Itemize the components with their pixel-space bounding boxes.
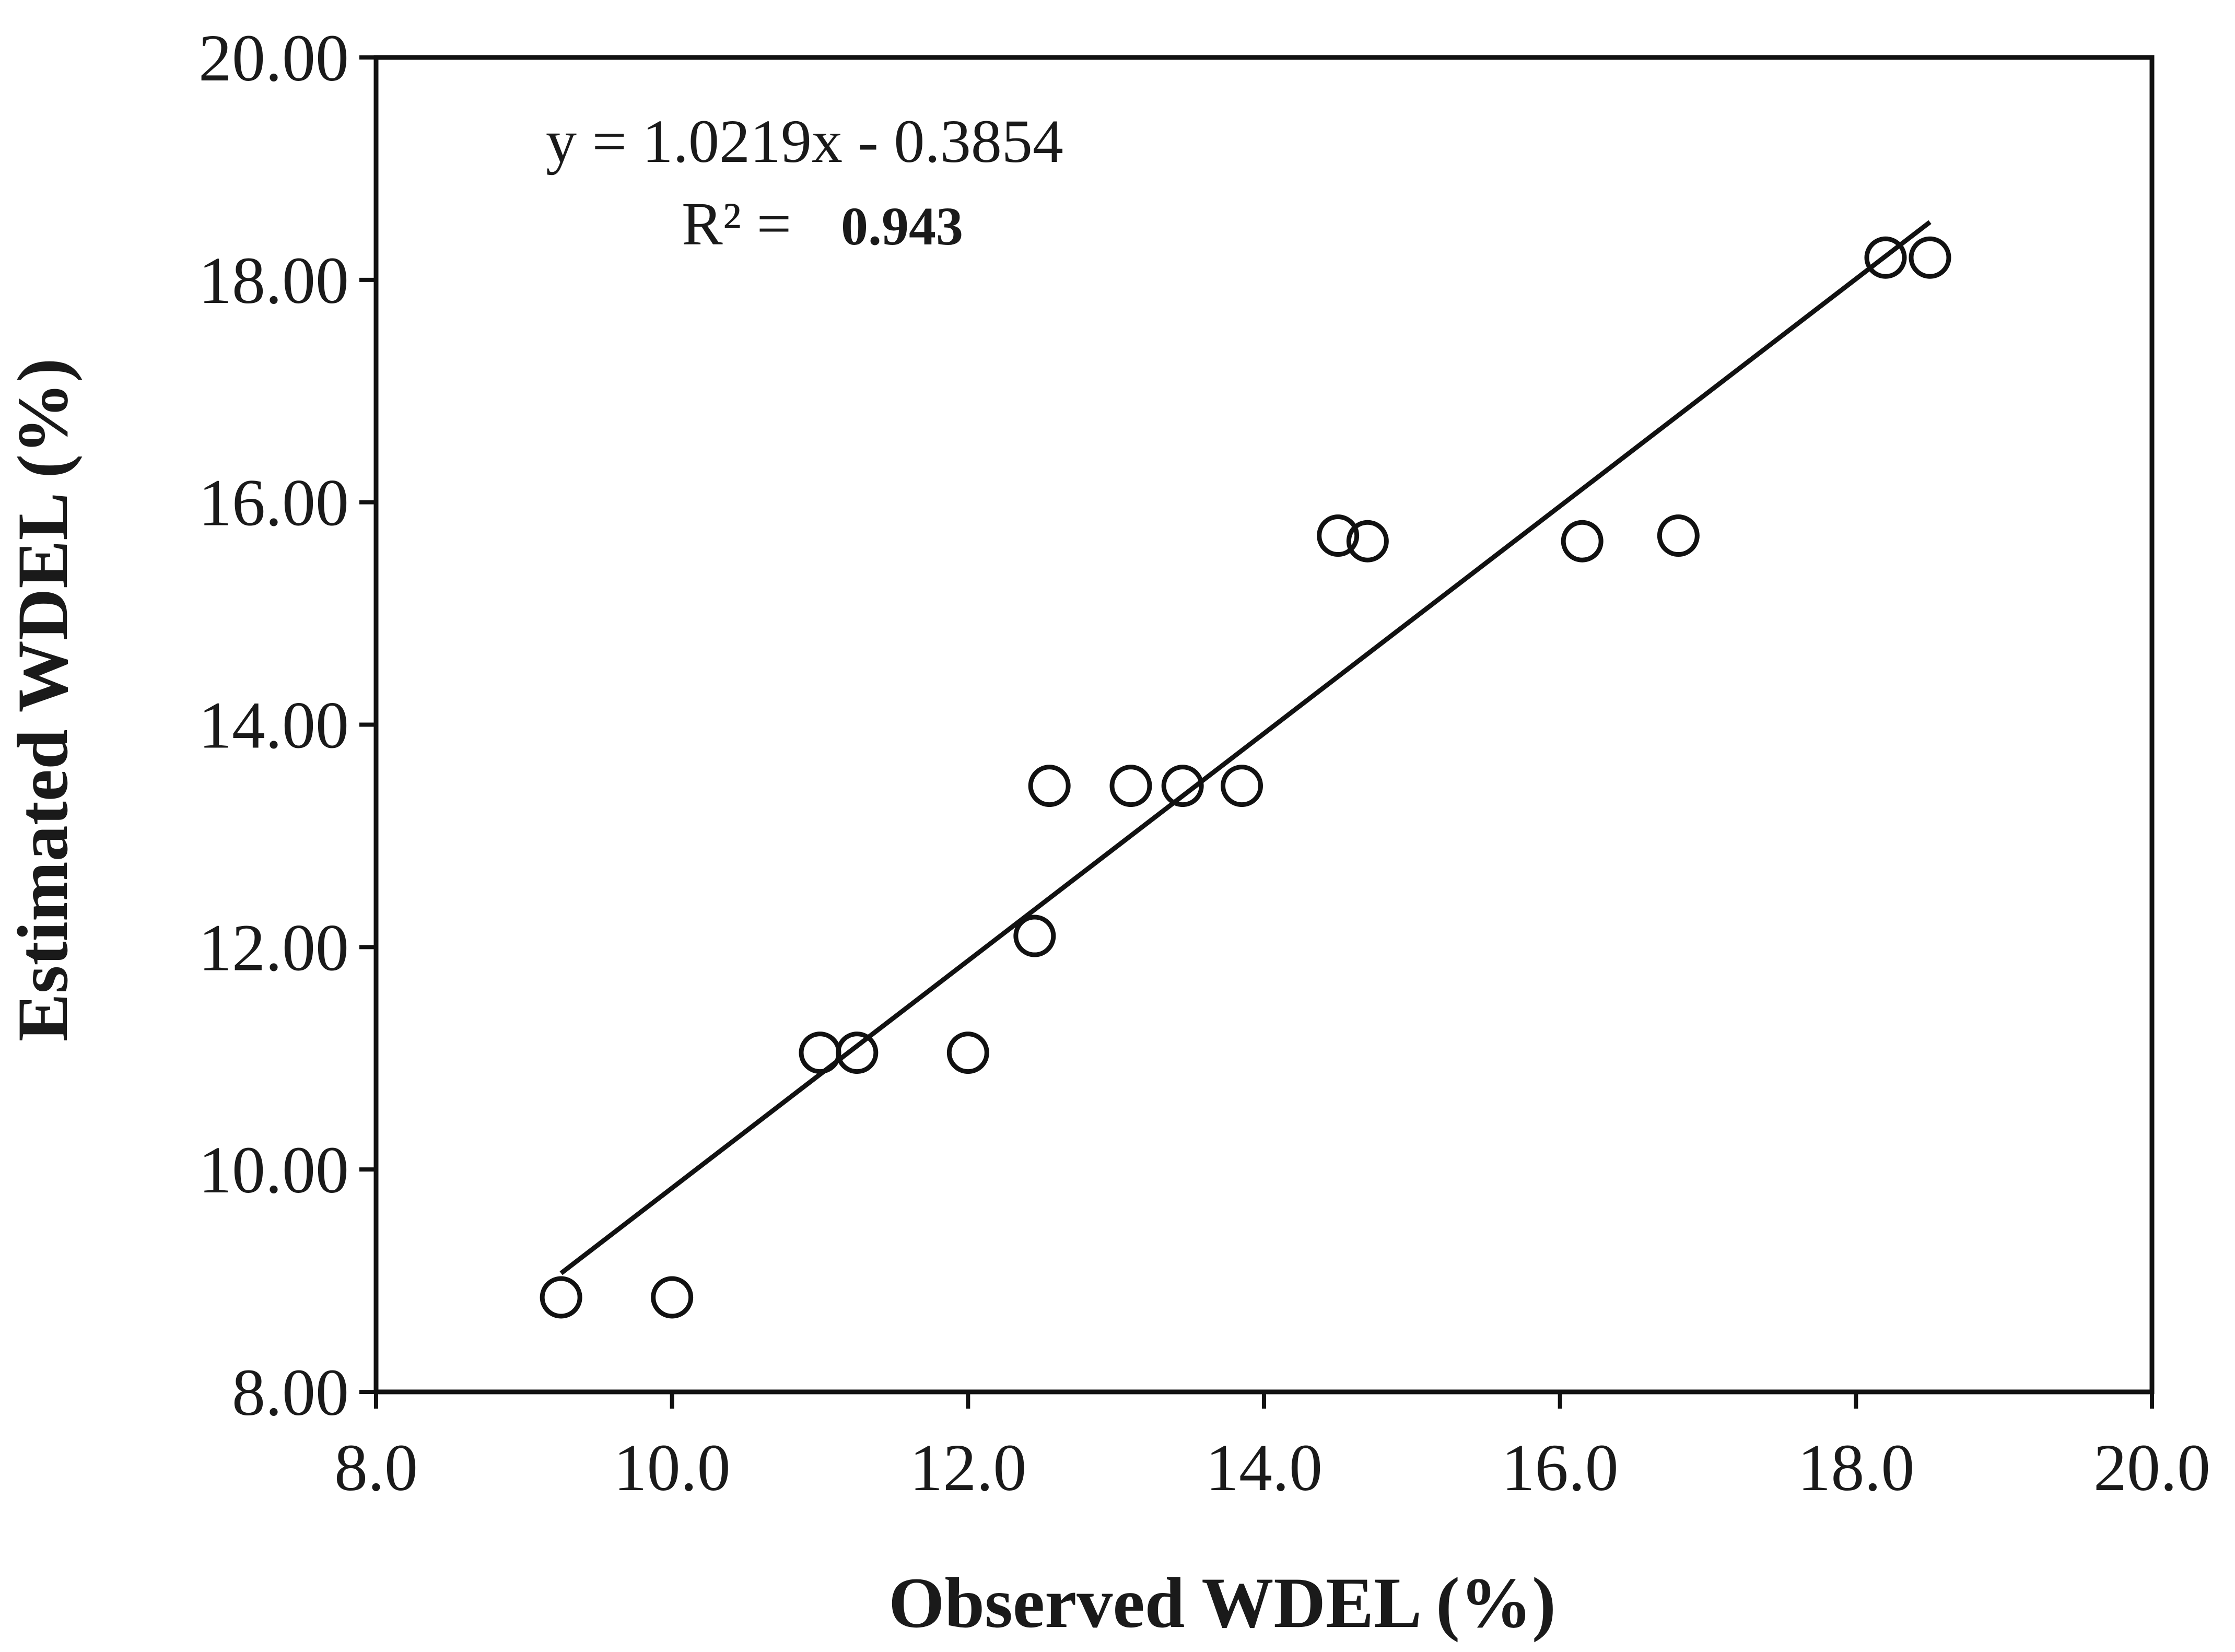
data-point: [1221, 765, 1263, 807]
y-tick-label: 20.00: [198, 21, 349, 95]
x-tick-label: 12.0: [909, 1431, 1026, 1505]
y-tick-label: 16.00: [198, 466, 349, 540]
data-point: [1013, 915, 1056, 957]
data-point: [946, 1032, 989, 1074]
x-tick-label: 20.0: [2093, 1431, 2210, 1505]
data-points-layer: [540, 236, 1951, 1319]
x-tick-label: 10.0: [614, 1431, 731, 1505]
data-point: [1161, 765, 1204, 807]
data-point: [1657, 514, 1700, 557]
x-tick-label: 14.0: [1206, 1431, 1323, 1505]
data-point: [1864, 236, 1907, 279]
y-tick-label: 10.00: [198, 1133, 349, 1207]
axes-layer: 8.00 10.00 12.00 14.00 16.00 18.00 20.00 8.0 10.…: [198, 21, 2210, 1505]
data-point: [1317, 514, 1360, 557]
y-tick-label: 18.00: [198, 243, 349, 318]
text-layer: Observed WDEL (%) Estimated WDEL (%) y =…: [3, 107, 1556, 1643]
trendline: [559, 220, 1932, 1275]
x-tick-label: 8.0: [334, 1431, 418, 1505]
y-tick-label: 8.00: [232, 1355, 349, 1430]
data-point: [836, 1032, 879, 1074]
data-point: [1109, 765, 1152, 807]
data-point: [1909, 236, 1951, 279]
r-squared-label: R² =: [682, 190, 791, 258]
r-squared-value: 0.943: [841, 196, 963, 256]
y-tick-label: 12.00: [198, 910, 349, 985]
x-axis-title: Observed WDEL (%): [888, 1563, 1556, 1643]
data-point: [1561, 520, 1604, 563]
y-tick-label: 14.00: [198, 688, 349, 763]
data-point: [1346, 520, 1389, 563]
data-point: [540, 1276, 582, 1319]
y-axis-title: Estimated WDEL (%): [3, 358, 83, 1042]
trendline-layer: [559, 220, 1932, 1275]
x-tick-label: 18.0: [1797, 1431, 1914, 1505]
regression-equation: y = 1.0219x - 0.3854: [546, 107, 1063, 175]
x-tick-label: 16.0: [1502, 1431, 1619, 1505]
data-point: [651, 1276, 694, 1319]
data-point: [1028, 765, 1071, 807]
